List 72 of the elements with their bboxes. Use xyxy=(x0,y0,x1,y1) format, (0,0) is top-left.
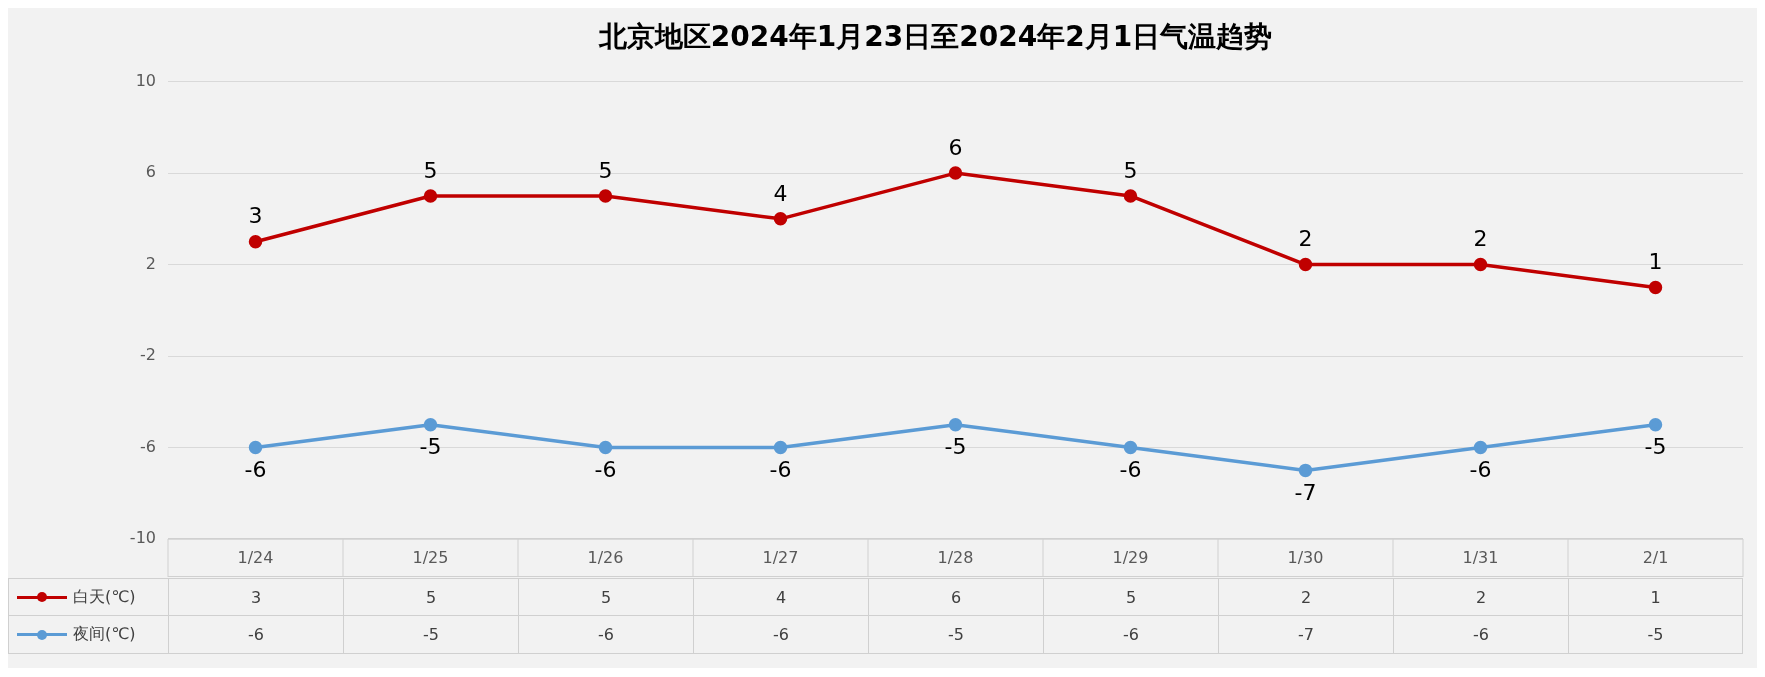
y-tick-label: 10 xyxy=(135,70,156,90)
text: 3 xyxy=(168,578,343,616)
point xyxy=(1123,440,1138,455)
point xyxy=(598,440,613,455)
text: -5 xyxy=(1568,616,1743,654)
point xyxy=(598,189,613,203)
text: 4 xyxy=(693,578,868,616)
x-tick-label: 1/31 xyxy=(1462,547,1499,567)
text: 1 xyxy=(1568,578,1743,616)
text: 2 xyxy=(1218,578,1393,616)
point xyxy=(1298,463,1313,478)
y-tick-label: -6 xyxy=(140,436,156,456)
point xyxy=(1473,257,1488,272)
text: -6 xyxy=(1393,616,1568,654)
text: -5 xyxy=(343,616,518,654)
data-label: 4 xyxy=(773,180,788,206)
point xyxy=(773,212,788,226)
data-label: 1 xyxy=(1648,249,1663,275)
data-label: -5 xyxy=(944,434,967,460)
y-tick-label: 2 xyxy=(145,253,156,273)
text: 5 xyxy=(343,578,518,616)
data-label: -6 xyxy=(1469,457,1492,483)
data-label: -5 xyxy=(419,434,442,460)
text: 5 xyxy=(518,578,693,616)
text: -7 xyxy=(1218,616,1393,654)
data-label: -7 xyxy=(1294,480,1317,506)
legend-label: 白天(℃) xyxy=(73,586,136,608)
data-label: 5 xyxy=(423,157,438,183)
x-tick-label: 1/28 xyxy=(937,547,974,567)
text: 2 xyxy=(1393,578,1568,616)
data-label: -6 xyxy=(769,457,792,483)
data-label: -5 xyxy=(1644,434,1667,460)
x-tick-label: 1/29 xyxy=(1112,547,1149,567)
y-tick-label: -10 xyxy=(129,528,156,548)
legend-label: 夜间(℃) xyxy=(73,624,136,645)
data-label: -6 xyxy=(594,457,617,483)
point xyxy=(1123,189,1138,203)
point xyxy=(1298,257,1313,272)
y-tick-label: 6 xyxy=(145,162,156,182)
point xyxy=(948,417,963,432)
x-tick-label: 1/26 xyxy=(587,547,624,567)
data-label: -6 xyxy=(244,457,267,483)
point xyxy=(1648,417,1663,432)
point xyxy=(1648,280,1663,295)
data-label: 2 xyxy=(1298,226,1313,252)
point xyxy=(423,417,438,432)
x-tick-label: 1/25 xyxy=(412,547,449,567)
data-label: 3 xyxy=(248,203,263,229)
point xyxy=(1473,440,1488,455)
point xyxy=(773,440,788,455)
data-label: 5 xyxy=(1123,157,1138,183)
data-label: -6 xyxy=(1119,457,1142,483)
text: 6 xyxy=(868,578,1043,616)
text: -6 xyxy=(693,616,868,654)
point xyxy=(948,166,963,180)
text: -5 xyxy=(868,616,1043,654)
data-label: 6 xyxy=(948,134,963,160)
x-tick-label: 1/27 xyxy=(762,547,799,567)
point xyxy=(248,440,263,455)
chart-title: 北京地区2024年1月23日至2024年2月1日气温趋势 xyxy=(597,20,1273,54)
point xyxy=(423,189,438,203)
text: -6 xyxy=(518,616,693,654)
text: 5 xyxy=(1043,578,1218,616)
x-tick-label: 1/30 xyxy=(1287,547,1324,567)
x-tick-label: 2/1 xyxy=(1642,547,1669,567)
y-tick-label: -2 xyxy=(140,345,156,365)
text: -6 xyxy=(168,616,343,654)
data-label: 5 xyxy=(598,157,613,183)
point xyxy=(248,234,263,249)
text: -6 xyxy=(1043,616,1218,654)
data-label: 2 xyxy=(1473,226,1488,252)
x-tick-label: 1/24 xyxy=(237,547,274,567)
